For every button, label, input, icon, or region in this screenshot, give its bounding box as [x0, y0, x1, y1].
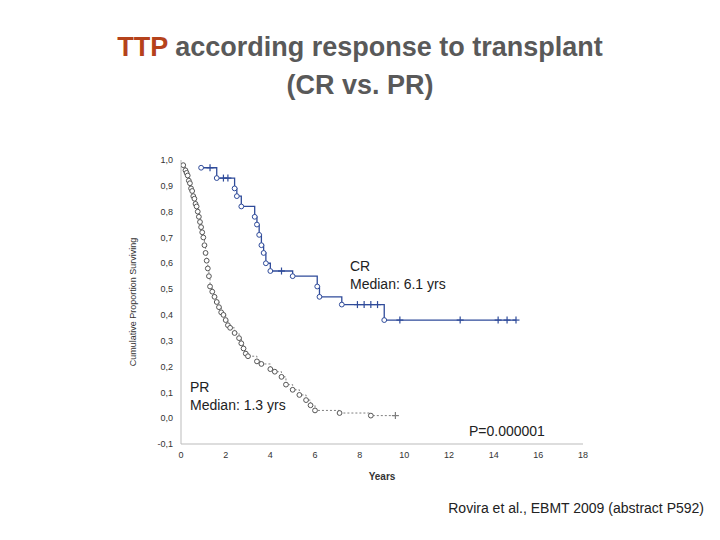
svg-text:18: 18	[578, 450, 588, 460]
svg-text:1,0: 1,0	[160, 155, 173, 165]
svg-text:0,9: 0,9	[160, 181, 173, 191]
svg-text:14: 14	[489, 450, 499, 460]
svg-text:6: 6	[312, 450, 317, 460]
svg-text:2: 2	[223, 450, 228, 460]
svg-text:10: 10	[399, 450, 409, 460]
svg-text:Cumulative Proportion Survivin: Cumulative Proportion Surviving	[128, 238, 138, 367]
html-text:Rovira et al., EBMT 2009 (abst: Rovira et al., EBMT 2009 (abstract P592)	[448, 500, 704, 516]
html-text:PR Median: 1.3 yrs: PR Median: 1.3 yrs	[190, 379, 286, 413]
svg-text:0,8: 0,8	[160, 207, 173, 217]
svg-text:0,4: 0,4	[160, 310, 173, 320]
svg-text:Years: Years	[369, 471, 396, 482]
svg-text:0: 0	[178, 450, 183, 460]
svg-text:16: 16	[533, 450, 543, 460]
html-text:TTP according response to tran: TTP according response to transplant (CR…	[117, 32, 603, 100]
html-text:P=0.000001: P=0.000001	[469, 423, 545, 439]
svg-text:0,6: 0,6	[160, 258, 173, 268]
svg-text:0,3: 0,3	[160, 336, 173, 346]
svg-text:0,2: 0,2	[160, 362, 173, 372]
svg-text:0,7: 0,7	[160, 233, 173, 243]
svg-text:4: 4	[268, 450, 273, 460]
svg-text:0,1: 0,1	[160, 388, 173, 398]
svg-text:0,0: 0,0	[160, 413, 173, 423]
svg-text:12: 12	[444, 450, 454, 460]
svg-text:8: 8	[357, 450, 362, 460]
svg-text:-0,1: -0,1	[157, 439, 173, 449]
svg-text:0,5: 0,5	[160, 284, 173, 294]
html-text:CR Median: 6.1 yrs: CR Median: 6.1 yrs	[350, 258, 446, 292]
